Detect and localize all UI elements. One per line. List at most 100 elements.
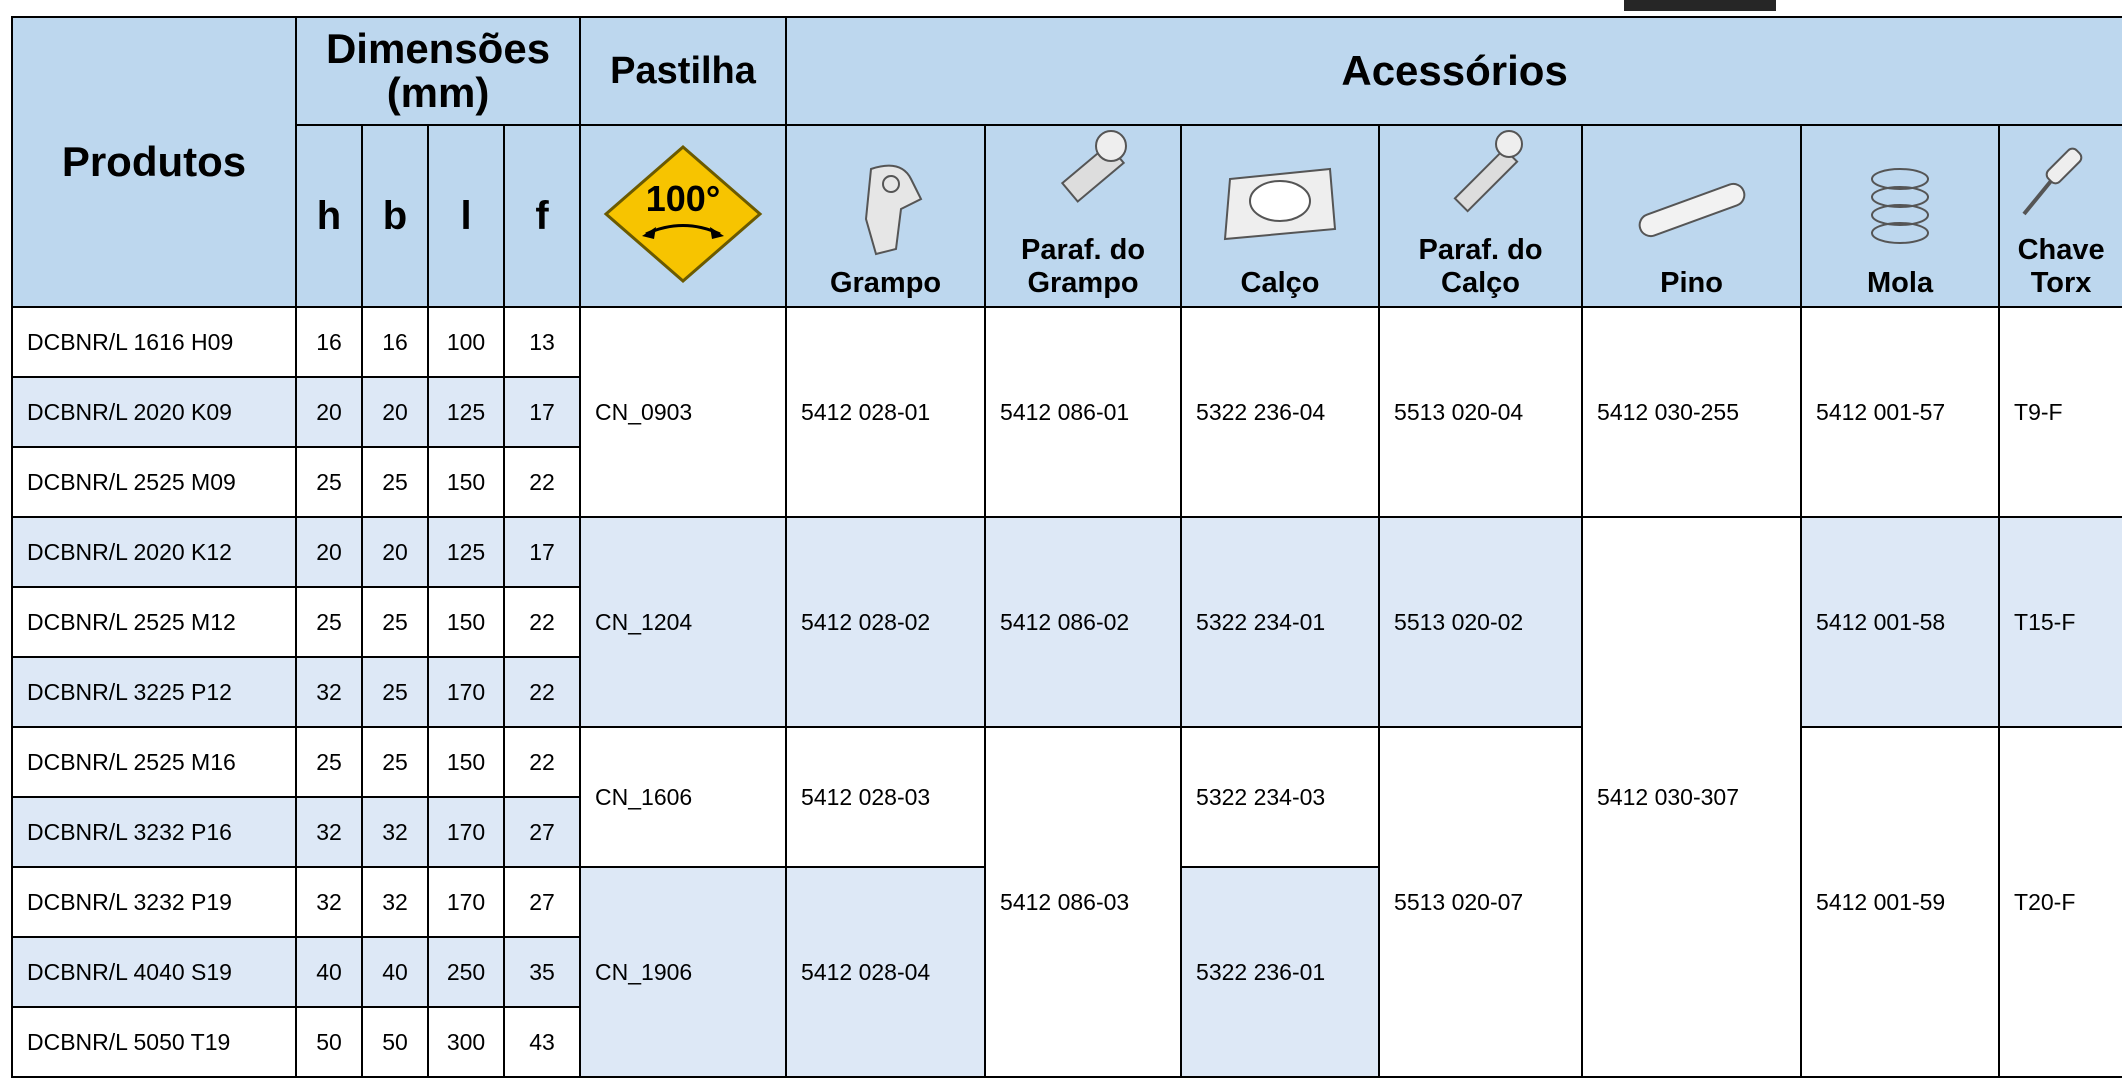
- dimension-cell: 16: [295, 306, 363, 378]
- product-cell: DCBNR/L 5050 T19: [11, 1006, 297, 1078]
- product-cell: DCBNR/L 3232 P16: [11, 796, 297, 868]
- insert-cell: CN_0903: [579, 306, 788, 518]
- accessory-cell: 5412 001-57: [1800, 306, 2001, 518]
- dimension-cell: 27: [502, 866, 582, 938]
- dimension-cell: 22: [502, 726, 582, 798]
- accessory-cell: 5513 020-04: [1378, 306, 1584, 518]
- product-cell: DCBNR/L 1616 H09: [11, 306, 297, 378]
- header-accessory: Mola: [1800, 124, 2001, 308]
- dimension-cell: 40: [361, 936, 429, 1008]
- accessory-cell: T9-F: [1998, 306, 2122, 518]
- accessory-cell: 5322 236-04: [1180, 306, 1381, 518]
- product-cell: DCBNR/L 3225 P12: [11, 656, 297, 728]
- accessory-cell: 5412 028-03: [785, 726, 987, 868]
- dimension-cell: 17: [502, 516, 582, 588]
- header-label: Pino: [1660, 267, 1723, 299]
- dimension-cell: 22: [502, 586, 582, 658]
- dimension-cell: 125: [427, 376, 505, 448]
- dimension-cell: 32: [361, 796, 429, 868]
- dimension-cell: 50: [295, 1006, 363, 1078]
- accessory-cell: 5412 001-58: [1800, 516, 2001, 728]
- dimension-cell: 32: [295, 866, 363, 938]
- dimension-cell: 170: [427, 866, 505, 938]
- table-row: DCBNR/L 1616 H09 16 16 100 13 CN_0903 5412 028…: [11, 306, 2122, 518]
- header-label: Calço: [1240, 267, 1320, 299]
- header-dim: b: [361, 124, 429, 308]
- header-dim: f: [502, 124, 582, 308]
- product-cell: DCBNR/L 2525 M12: [11, 586, 297, 658]
- header-dimensions: Dimensões (mm): [294, 16, 582, 126]
- dimension-cell: 150: [427, 586, 505, 658]
- table-row: DCBNR/L 5050 T19 50 50 300 43: [11, 1006, 2122, 1078]
- insert-cell: CN_1906: [579, 866, 788, 1078]
- header-products: Produtos: [11, 16, 297, 308]
- product-cell: DCBNR/L 2020 K12: [11, 516, 297, 588]
- dimension-cell: 170: [427, 796, 505, 868]
- dimension-cell: 43: [502, 1006, 582, 1078]
- dimension-cell: 25: [361, 446, 429, 518]
- header-accessory: Chave Torx: [1998, 124, 2122, 308]
- dimension-cell: 25: [295, 586, 363, 658]
- accessory-cell: 5412 028-02: [785, 516, 987, 728]
- dimension-cell: 25: [295, 726, 363, 798]
- accessory-cell: 5513 020-02: [1378, 516, 1584, 728]
- header-label: Paraf. do Calço: [1418, 234, 1543, 299]
- header-accessory: Paraf. do Grampo: [984, 124, 1183, 308]
- dimension-cell: 17: [502, 376, 582, 448]
- table-row: DCBNR/L 2020 K09 20 20 125 17: [11, 376, 2122, 448]
- dimension-cell: 170: [427, 656, 505, 728]
- dimension-cell: 16: [361, 306, 429, 378]
- table-row: DCBNR/L 3232 P16 32 32 170 27: [11, 796, 2122, 868]
- dimension-cell: 50: [361, 1006, 429, 1078]
- dimension-cell: 250: [427, 936, 505, 1008]
- accessory-cell: T20-F: [1998, 726, 2122, 1078]
- accessory-cell: 5322 236-01: [1180, 866, 1381, 1078]
- dimension-cell: 125: [427, 516, 505, 588]
- dimension-cell: 300: [427, 1006, 505, 1078]
- header-label: Grampo: [829, 267, 942, 299]
- insert-cell: CN_1606: [579, 726, 788, 868]
- dimension-cell: 150: [427, 726, 505, 798]
- product-cell: DCBNR/L 2020 K09: [11, 376, 297, 448]
- dimension-cell: 150: [427, 446, 505, 518]
- accessory-cell: 5412 001-59: [1800, 726, 2001, 1078]
- accessory-cell: 5412 028-04: [785, 866, 987, 1078]
- dimension-cell: 20: [361, 376, 429, 448]
- accessory-cell: 5322 234-01: [1180, 516, 1381, 728]
- accessory-cell: 5412 028-01: [785, 306, 987, 518]
- header-label: Paraf. do Grampo: [1021, 234, 1146, 299]
- table-row: DCBNR/L 3232 P19 32 32 170 27 CN_1906 5412 028…: [11, 866, 2122, 1078]
- header-accessories: Acessórios: [785, 16, 2122, 126]
- accessory-cell: 5412 086-02: [984, 516, 1183, 728]
- dimension-cell: 20: [295, 376, 363, 448]
- dimension-cell: 40: [295, 936, 363, 1008]
- accessory-cell: 5513 020-07: [1378, 726, 1584, 1078]
- dimension-cell: 32: [295, 796, 363, 868]
- insert-angle: 100°: [646, 178, 720, 219]
- dimension-cell: 20: [295, 516, 363, 588]
- dimension-cell: 22: [502, 446, 582, 518]
- dimension-cell: 32: [295, 656, 363, 728]
- insert-icon-cell: 100°: [579, 124, 788, 308]
- insert-cell: CN_1204: [579, 516, 788, 728]
- header-accessory: Grampo: [785, 124, 987, 308]
- table-row: DCBNR/L 2525 M16 25 25 150 22 CN_1606 5412 028…: [11, 726, 2122, 1078]
- dimension-cell: 13: [502, 306, 582, 378]
- header-accessory: Calço: [1180, 124, 1381, 308]
- accessory-cell: 5412 030-307: [1581, 516, 1803, 1078]
- product-cell: DCBNR/L 4040 S19: [11, 936, 297, 1008]
- header-dim: l: [427, 124, 505, 308]
- product-cell: DCBNR/L 2525 M16: [11, 726, 297, 798]
- table-row: DCBNR/L 2020 K12 20 20 125 17 CN_1204 5412 028…: [11, 516, 2122, 1078]
- table-row: DCBNR/L 4040 S19 40 40 250 35: [11, 936, 2122, 1008]
- dimension-cell: 27: [502, 796, 582, 868]
- table-row: DCBNR/L 2525 M09 25 25 150 22: [11, 446, 2122, 518]
- dimension-cell: 25: [361, 656, 429, 728]
- dimension-cell: 32: [361, 866, 429, 938]
- table-row: DCBNR/L 2525 M12 25 25 150 22: [11, 586, 2122, 658]
- dimension-cell: 22: [502, 656, 582, 728]
- product-cell: DCBNR/L 2525 M09: [11, 446, 297, 518]
- header-label: Mola: [1867, 267, 1934, 299]
- header-dim: h: [295, 124, 363, 308]
- product-cell: DCBNR/L 3232 P19: [11, 866, 297, 938]
